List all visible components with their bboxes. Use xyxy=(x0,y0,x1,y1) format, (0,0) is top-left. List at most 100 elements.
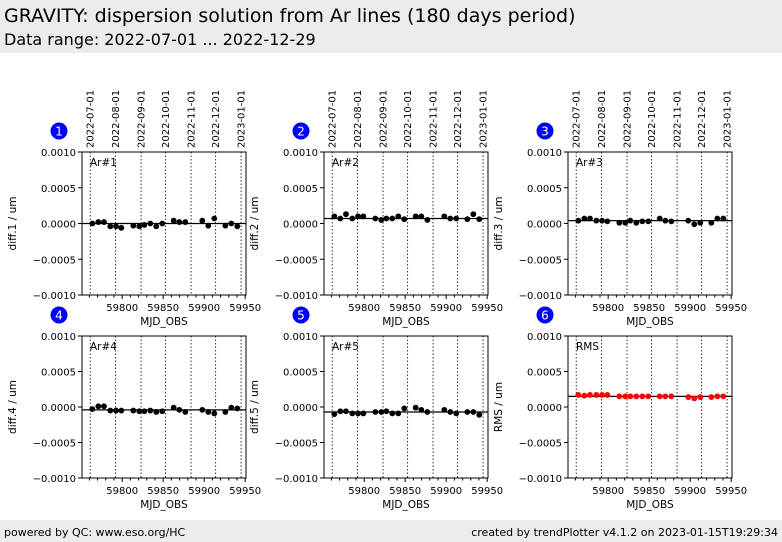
data-point xyxy=(476,411,483,418)
data-point xyxy=(656,393,663,400)
data-point xyxy=(355,213,361,220)
x-tick-label: 59850 xyxy=(633,486,665,497)
y-tick-label: 0.0000 xyxy=(283,220,318,231)
panel-6: −0.0010 −0.0005 0.0000 0.0005 0.0010 59800 598… xyxy=(493,306,747,511)
x-tick-label: 59900 xyxy=(188,486,220,497)
date-tick-label: 2022-10-01 xyxy=(161,90,172,148)
y-tick-label: −0.0005 xyxy=(519,255,562,266)
data-point xyxy=(447,215,454,222)
data-point xyxy=(389,410,396,417)
data-point xyxy=(182,219,189,225)
date-tick-label: 2022-11-01 xyxy=(187,90,198,148)
data-point xyxy=(668,393,675,400)
data-point xyxy=(668,218,675,225)
x-tick-label: 59900 xyxy=(188,303,220,314)
data-point xyxy=(199,406,206,413)
x-tick-label: 59950 xyxy=(715,303,747,314)
data-point xyxy=(222,409,229,415)
y-tick-label: 0.0000 xyxy=(283,403,318,414)
data-point xyxy=(211,215,218,222)
x-tick-label: 59900 xyxy=(674,486,706,497)
footer-powered-by: powered by QC: www.eso.org/HC xyxy=(4,526,186,539)
data-point xyxy=(222,222,229,229)
data-point xyxy=(95,219,102,225)
date-tick-label: 2022-11-01 xyxy=(673,90,684,148)
data-point xyxy=(645,393,652,400)
panel-number-badge xyxy=(50,306,68,324)
data-point xyxy=(627,217,634,224)
data-point xyxy=(170,217,177,224)
y-tick-label: −0.0010 xyxy=(275,474,318,485)
axes-frame xyxy=(567,335,733,479)
panel-label: RMS xyxy=(576,341,599,353)
data-point xyxy=(587,392,593,398)
x-tick-label: 59950 xyxy=(715,486,747,497)
data-point xyxy=(141,222,148,228)
page-subtitle: Data range: 2022-07-01 ... 2022-12-29 xyxy=(4,30,316,49)
data-point xyxy=(383,215,390,222)
data-point xyxy=(708,219,715,226)
data-point xyxy=(136,223,143,230)
panel-number-badge xyxy=(536,306,554,324)
date-tick-label: 2022-09-01 xyxy=(623,90,634,148)
data-point xyxy=(708,394,715,400)
data-point xyxy=(720,393,727,400)
data-point xyxy=(355,410,361,417)
footer-created-by: created by trendPlotter v4.1.2 on 2023-0… xyxy=(471,526,778,539)
x-tick-label: 59900 xyxy=(674,303,706,314)
data-point xyxy=(453,410,460,417)
y-tick-label: 0.0000 xyxy=(41,403,76,414)
data-point xyxy=(476,216,483,223)
panel-label: Ar#3 xyxy=(576,157,603,169)
y-axis-label: diff.5 / um xyxy=(249,380,261,434)
y-axis-label: RMS / um xyxy=(493,382,505,432)
y-tick-label: −0.0010 xyxy=(33,474,76,485)
x-tick-label: 59800 xyxy=(106,486,138,497)
y-tick-label: 0.0005 xyxy=(527,184,562,195)
y-axis-label: diff.1 / um xyxy=(7,197,19,251)
date-tick-label: 2022-09-01 xyxy=(137,90,148,148)
date-tick-label: 2022-08-01 xyxy=(597,90,608,148)
data-point xyxy=(389,215,396,222)
data-point xyxy=(349,410,356,417)
data-point xyxy=(599,392,605,398)
panel-1: 2022-07-01 2022-08-01 2022-09-01 2022-10-01… xyxy=(7,90,261,328)
x-tick-label: 59800 xyxy=(592,486,624,497)
panel-4: −0.0010 −0.0005 0.0000 0.0005 0.0010 59800 598… xyxy=(7,306,261,511)
x-tick-label: 59800 xyxy=(348,303,380,314)
data-point xyxy=(360,213,367,220)
data-point xyxy=(113,223,119,230)
data-point xyxy=(464,409,471,415)
x-tick-label: 59950 xyxy=(229,486,261,497)
data-point xyxy=(470,211,477,218)
x-tick-label: 59950 xyxy=(471,303,503,314)
y-tick-label: 0.0010 xyxy=(283,148,318,159)
data-point xyxy=(372,215,379,222)
data-point xyxy=(424,409,431,415)
x-axis-label: MJD_OBS xyxy=(382,316,430,328)
data-point xyxy=(383,408,390,415)
data-point xyxy=(587,215,593,222)
data-point xyxy=(176,406,183,413)
y-axis-label: diff.3 / um xyxy=(493,197,505,251)
x-tick-label: 59900 xyxy=(430,303,462,314)
panel-number: 2 xyxy=(297,125,305,139)
data-point xyxy=(136,408,143,415)
data-point xyxy=(447,409,454,415)
data-point xyxy=(599,217,605,224)
data-point xyxy=(575,392,582,398)
data-point xyxy=(412,404,419,411)
data-point xyxy=(464,216,471,223)
x-tick-label: 59850 xyxy=(147,303,179,314)
y-tick-label: −0.0010 xyxy=(33,291,76,302)
data-point xyxy=(378,217,385,223)
data-point xyxy=(331,411,338,417)
panel-number: 1 xyxy=(55,125,63,139)
data-point xyxy=(622,393,629,400)
data-point xyxy=(159,408,166,415)
panel-5: −0.0010 −0.0005 0.0000 0.0005 0.0010 59800 598… xyxy=(249,306,503,511)
data-point xyxy=(153,409,160,415)
data-point xyxy=(343,211,349,218)
data-point xyxy=(118,407,125,414)
data-point xyxy=(424,217,431,223)
